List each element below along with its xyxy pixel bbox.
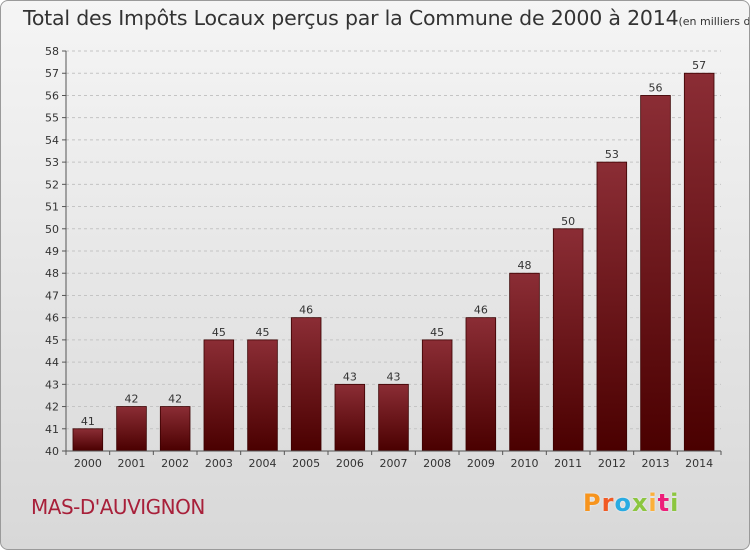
- x-axis: 2000 2001 2002 2003 2004 2005 2006 2007 2008 2009…: [65, 450, 722, 470]
- data-label: 43: [387, 370, 401, 383]
- bar-2006: [334, 383, 366, 452]
- y-tick-label: 47: [45, 289, 59, 302]
- x-tick-label: 2002: [161, 457, 189, 470]
- y-tick-label: 48: [45, 267, 59, 280]
- bar-2012: [596, 161, 628, 452]
- data-label: 53: [605, 148, 619, 161]
- y-tick-label: 55: [45, 112, 59, 125]
- data-label: 45: [212, 326, 226, 339]
- bar-2004: [247, 339, 278, 452]
- y-tick-label: 50: [45, 223, 59, 236]
- data-label: 42: [168, 393, 182, 406]
- y-tick-label: 49: [45, 245, 59, 258]
- y-tick-label: 41: [45, 423, 59, 436]
- x-tick-label: 2006: [336, 457, 364, 470]
- x-tick-label: 2014: [685, 457, 713, 470]
- x-tick-label: 2007: [380, 457, 408, 470]
- y-tick-label: 44: [45, 356, 59, 369]
- data-label: 50: [561, 215, 575, 228]
- data-label: 57: [692, 59, 706, 72]
- y-tick-label: 58: [45, 45, 59, 58]
- x-tick-label: 2001: [118, 457, 146, 470]
- x-tick-label: 2005: [292, 457, 320, 470]
- proxiti-logo: Proxiti: [583, 489, 679, 517]
- logo-letter: r: [601, 489, 615, 517]
- bar-2010: [509, 272, 540, 452]
- logo-letter: t: [657, 489, 671, 517]
- bar-2002: [159, 406, 191, 452]
- y-tick-label: 45: [45, 334, 59, 347]
- data-label: 48: [518, 259, 532, 272]
- y-tick-label: 40: [45, 445, 59, 458]
- chart-title: Total des Impôts Locaux perçus par la Co…: [23, 6, 679, 30]
- y-tick-label: 53: [45, 156, 59, 169]
- data-label: 45: [430, 326, 444, 339]
- x-tick-label: 2012: [598, 457, 626, 470]
- x-tick-label: 2004: [249, 457, 277, 470]
- x-tick-label: 2010: [511, 457, 539, 470]
- x-tick-label: 2013: [642, 457, 670, 470]
- bar-2014: [683, 72, 715, 452]
- unit-label: (en milliers d'€): [678, 15, 750, 28]
- bar-2000: [72, 428, 104, 452]
- logo-letter: x: [631, 489, 649, 517]
- commune-name: MAS-D'AUVIGNON: [31, 495, 205, 519]
- y-tick-label: 57: [45, 67, 59, 80]
- y-tick-label: 54: [45, 134, 59, 147]
- data-label: 46: [474, 304, 488, 317]
- y-tick-label: 56: [45, 89, 59, 102]
- bar-2001: [116, 406, 147, 452]
- logo-letter: o: [614, 489, 632, 517]
- x-tick-label: 2009: [467, 457, 495, 470]
- x-tick-label: 2011: [554, 457, 582, 470]
- bar-2013: [640, 95, 671, 452]
- logo-letter: i: [670, 489, 680, 517]
- title-row: Total des Impôts Locaux perçus par la Co…: [23, 6, 750, 30]
- data-label: 45: [256, 326, 270, 339]
- bar-2011: [552, 228, 584, 452]
- data-label: 41: [81, 415, 95, 428]
- data-label: 56: [649, 81, 663, 94]
- logo-letter: i: [648, 489, 658, 517]
- data-label: 46: [299, 304, 313, 317]
- bars: 41 42 42 45 45 46 43 43 45 46 48 50 53 56 57: [72, 59, 715, 452]
- bar-2008: [421, 339, 453, 452]
- y-tick-label: 51: [45, 201, 59, 214]
- x-tick-label: 2000: [74, 457, 102, 470]
- y-axis: 40 41 42 43 44 45 46 47 48 49 50 51 52 53 54 55 56 57 58: [45, 45, 67, 458]
- x-tick-label: 2008: [423, 457, 451, 470]
- x-tick-label: 2003: [205, 457, 233, 470]
- data-label: 42: [125, 393, 139, 406]
- bar-2009: [465, 317, 497, 452]
- bar-2003: [203, 339, 235, 452]
- y-tick-label: 43: [45, 378, 59, 391]
- y-tick-label: 42: [45, 401, 59, 414]
- bar-2005: [290, 317, 322, 452]
- y-tick-label: 46: [45, 312, 59, 325]
- logo-letter: P: [583, 489, 602, 517]
- y-tick-label: 52: [45, 178, 59, 191]
- data-label: 43: [343, 370, 357, 383]
- bar-2007: [378, 383, 409, 452]
